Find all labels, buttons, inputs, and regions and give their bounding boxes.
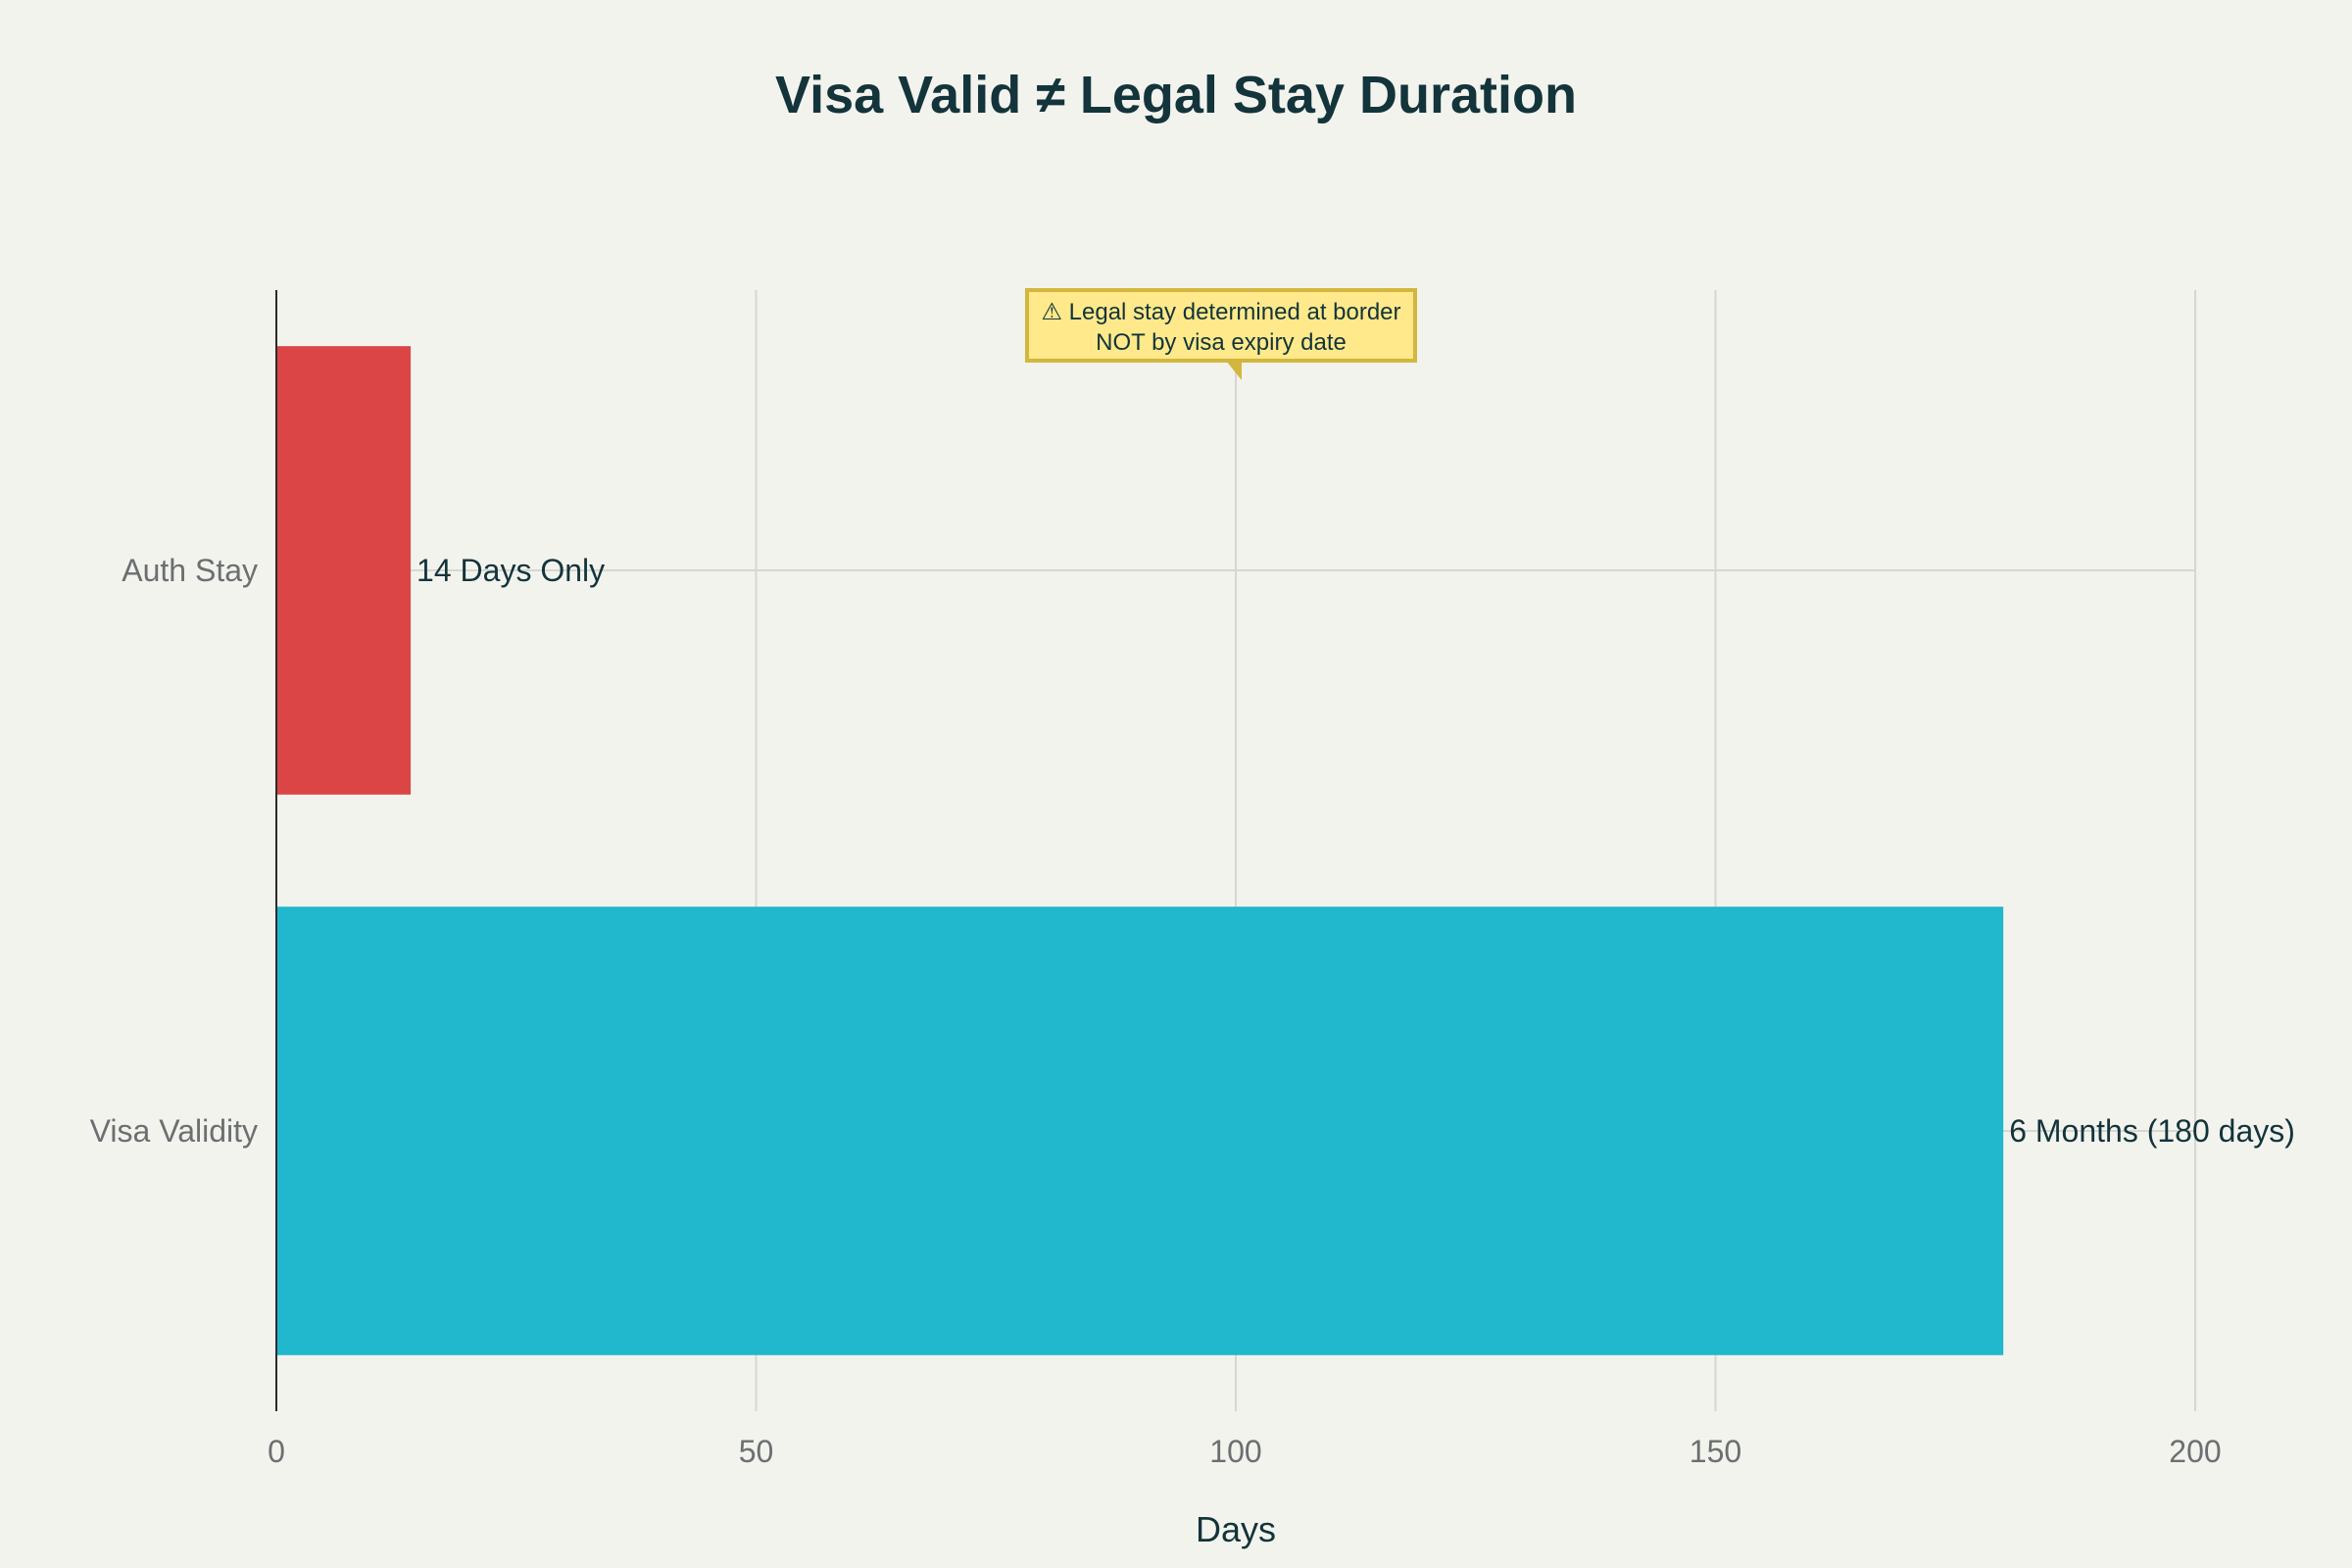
bar-visa-validity: [276, 906, 2004, 1355]
annotation-arrow: [1226, 361, 1242, 380]
chart-title: Visa Valid ≠ Legal Stay Duration: [775, 66, 1577, 124]
annotation: ⚠ Legal stay determined at border NOT by …: [1025, 288, 1417, 380]
bar-auth-stay: [276, 346, 412, 795]
x-tick-label: 100: [1209, 1434, 1261, 1469]
data-label: 14 Days Only: [416, 553, 605, 588]
y-tick-label: Visa Validity: [90, 1113, 258, 1149]
annotation-box: [1025, 288, 1417, 363]
axes: 0 50 100 150 200 Auth Stay Visa Validity: [90, 290, 2222, 1469]
annotation-text: ⚠ Legal stay determined at border: [1041, 299, 1400, 325]
bars: [276, 346, 2004, 1355]
x-tick-label: 0: [268, 1434, 285, 1469]
x-axis-title: Days: [1196, 1509, 1276, 1549]
annotation-text: NOT by visa expiry date: [1096, 329, 1347, 356]
x-tick-label: 150: [1690, 1434, 1741, 1469]
x-tick-label: 200: [2169, 1434, 2221, 1469]
data-labels: 14 Days Only 6 Months (180 days): [416, 553, 2295, 1149]
y-tick-label: Auth Stay: [122, 553, 258, 588]
data-label: 6 Months (180 days): [2009, 1113, 2295, 1149]
x-tick-label: 50: [739, 1434, 774, 1469]
